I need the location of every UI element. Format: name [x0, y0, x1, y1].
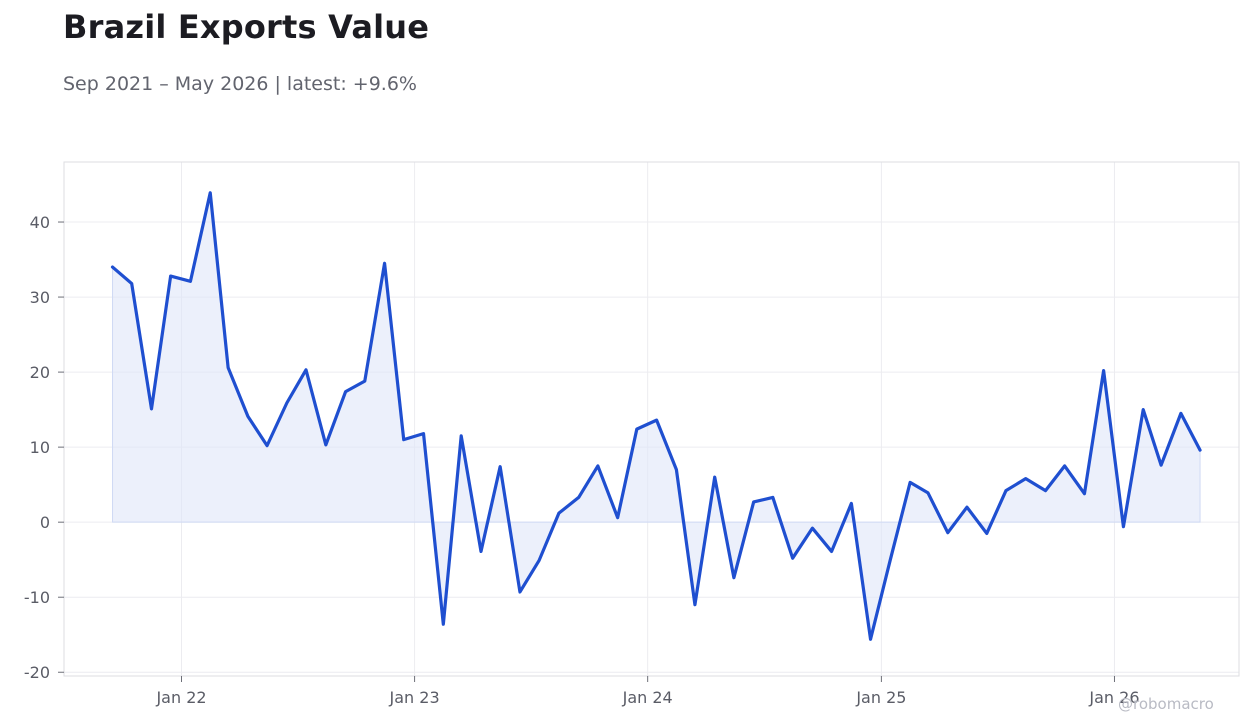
data-point [692, 602, 697, 607]
data-point [168, 274, 173, 279]
data-point [284, 400, 289, 405]
x-tick-label: Jan 23 [389, 688, 440, 707]
data-point [810, 526, 815, 531]
data-point [945, 530, 950, 535]
data-point [110, 265, 115, 270]
y-tick-label: 30 [30, 288, 50, 307]
watermark: @robomacro [1118, 695, 1214, 713]
data-point [1159, 463, 1164, 468]
data-point [1178, 411, 1183, 416]
data-point [1198, 448, 1203, 453]
data-point [829, 549, 834, 554]
x-axis-ticks: Jan 22 Jan 23 Jan 24 Jan 25 Jan 26 [155, 676, 1140, 707]
data-point [459, 433, 464, 438]
data-point [323, 442, 328, 447]
data-point [245, 414, 250, 419]
y-tick-label: 10 [30, 438, 50, 457]
data-point [1141, 407, 1146, 412]
data-point [595, 463, 600, 468]
series-line-layer [110, 190, 1203, 642]
y-tick-label: 40 [30, 213, 50, 232]
data-point [498, 464, 503, 469]
y-tick-label: 0 [40, 513, 50, 532]
data-point [537, 558, 542, 563]
data-point [674, 467, 679, 472]
data-point [1121, 524, 1126, 529]
data-point [849, 501, 854, 506]
plot-frame [63, 161, 1240, 677]
data-point [908, 480, 913, 485]
series-line [110, 191, 1202, 641]
data-point [343, 389, 348, 394]
x-tick-label: Jan 22 [155, 688, 206, 707]
chart-title: Brazil Exports Value [63, 8, 430, 46]
data-point [208, 190, 213, 195]
chart-subtitle: Sep 2021 – May 2026 | latest: +9.6% [63, 73, 417, 95]
data-point [654, 418, 659, 423]
data-point [731, 575, 736, 580]
data-point [421, 431, 426, 436]
data-point [479, 549, 484, 554]
data-point [441, 622, 446, 627]
data-point [382, 261, 387, 266]
data-point [1043, 488, 1048, 493]
data-point [712, 475, 717, 480]
data-point [1062, 463, 1067, 468]
x-tick-label: Jan 24 [622, 688, 673, 707]
data-point [634, 427, 639, 432]
area-fill-layer [112, 192, 1201, 640]
data-point [362, 379, 367, 384]
data-point [226, 365, 231, 370]
data-point [926, 490, 931, 495]
data-point [964, 505, 969, 510]
data-point [790, 556, 795, 561]
data-point [517, 589, 522, 594]
area-fill [112, 192, 1201, 640]
data-point [1003, 488, 1008, 493]
data-point [615, 515, 620, 520]
data-point [576, 495, 581, 500]
data-point [1023, 476, 1028, 481]
data-point [751, 499, 756, 504]
data-point [149, 406, 154, 411]
data-point [265, 443, 270, 448]
data-point [1101, 368, 1106, 373]
data-point [304, 367, 309, 372]
y-tick-label: 20 [30, 363, 50, 382]
data-point [556, 511, 561, 516]
data-point [401, 437, 406, 442]
data-point [129, 281, 134, 286]
data-point [770, 495, 775, 500]
x-tick-label: Jan 26 [1088, 688, 1139, 707]
y-tick-label: -20 [24, 663, 50, 682]
y-tick-label: -10 [24, 588, 50, 607]
data-point [984, 531, 989, 536]
data-point [188, 279, 193, 284]
data-point [888, 557, 893, 562]
grid-lines [64, 162, 1239, 676]
x-tick-label: Jan 25 [855, 688, 906, 707]
y-axis-ticks: -20 -10 0 10 20 30 40 [24, 213, 64, 682]
data-point [1082, 491, 1087, 496]
plot-border [63, 161, 1240, 677]
data-point [868, 637, 873, 642]
